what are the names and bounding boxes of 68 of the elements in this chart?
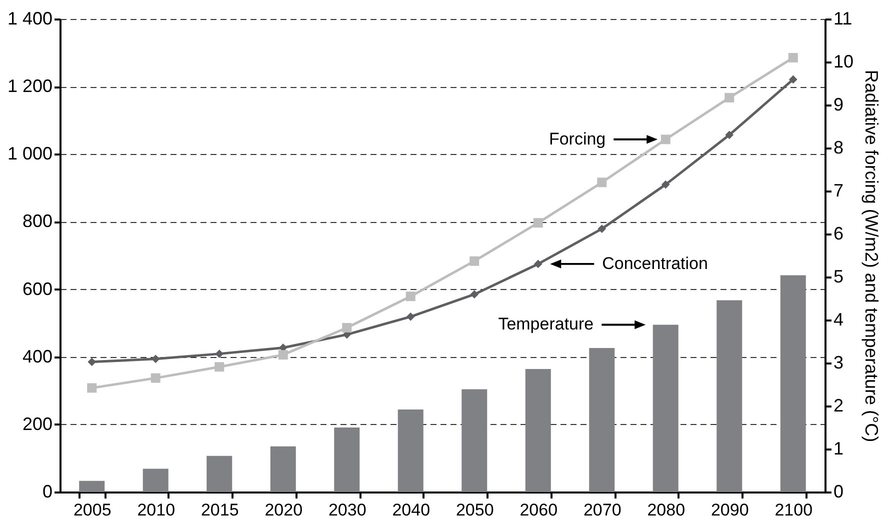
y2-tick-label: 3 xyxy=(834,352,844,372)
x-tick-label: 2050 xyxy=(456,500,494,520)
point xyxy=(788,75,798,84)
point xyxy=(534,260,542,268)
bar xyxy=(206,456,232,492)
x-tick-label: 2005 xyxy=(73,500,112,520)
x-tick-label: 2070 xyxy=(583,500,622,520)
y-tick-label: 600 xyxy=(22,278,52,299)
x-tick-label: 2015 xyxy=(200,500,239,520)
point xyxy=(214,362,224,372)
point xyxy=(406,292,416,302)
y2-tick-label: 10 xyxy=(834,52,854,72)
x-tick-label: 2100 xyxy=(774,500,813,520)
point xyxy=(87,383,97,393)
y2-tick-label: 7 xyxy=(834,180,844,200)
y2-tick-label: 4 xyxy=(834,310,844,330)
bar xyxy=(142,468,168,492)
x-tick-label: 2060 xyxy=(520,500,558,520)
bar xyxy=(462,389,488,492)
y-tick-label: 1 200 xyxy=(7,76,52,96)
y2-axis-title: Radiative forcing (W/m2) and temperature (°C) xyxy=(862,70,882,442)
point xyxy=(470,290,479,299)
bar xyxy=(780,275,806,492)
point xyxy=(215,350,224,358)
y2-tick-label: 9 xyxy=(834,94,844,114)
x-tick-label: 2010 xyxy=(137,500,176,520)
series-label: Forcing xyxy=(548,129,606,148)
y2-tick-label: 6 xyxy=(834,224,844,244)
point xyxy=(788,52,798,62)
point xyxy=(660,134,670,144)
bar xyxy=(270,446,296,492)
y-tick-label: 1 400 xyxy=(7,8,52,28)
y-tick-label: 200 xyxy=(22,414,52,434)
y-tick-label: 0 xyxy=(42,482,52,502)
y2-tick-label: 5 xyxy=(834,266,844,286)
y-tick-label: 400 xyxy=(22,346,52,366)
x-tick-label: 2080 xyxy=(647,500,686,520)
x-tick-label: 2030 xyxy=(328,500,366,520)
y-tick-label: 800 xyxy=(22,211,52,232)
point xyxy=(278,350,288,360)
x-tick-label: 2020 xyxy=(264,500,303,520)
point xyxy=(598,224,606,233)
x-tick-label: 2090 xyxy=(710,500,749,520)
point xyxy=(150,373,160,383)
bar xyxy=(589,348,615,492)
y2-tick-label: 2 xyxy=(834,396,844,416)
y2-tick-label: 1 xyxy=(834,438,844,458)
bar xyxy=(398,409,424,492)
y-tick-label: 1 000 xyxy=(7,144,52,164)
y2-tick-label: 8 xyxy=(834,138,844,158)
point xyxy=(724,92,734,102)
point xyxy=(661,180,670,189)
bar xyxy=(79,480,105,492)
series-label: Temperature xyxy=(498,314,594,334)
point xyxy=(406,312,415,321)
point xyxy=(533,218,543,228)
bar xyxy=(525,369,551,492)
y2-tick-label: 0 xyxy=(834,482,844,502)
y2-tick-label: 11 xyxy=(834,8,852,28)
x-tick-label: 2040 xyxy=(392,500,430,520)
bar xyxy=(334,428,360,492)
bar xyxy=(652,324,678,492)
bar xyxy=(716,300,742,492)
point xyxy=(470,256,480,266)
point xyxy=(725,130,734,140)
series-label: Concentration xyxy=(602,254,708,273)
point xyxy=(597,178,607,188)
point xyxy=(342,322,352,332)
